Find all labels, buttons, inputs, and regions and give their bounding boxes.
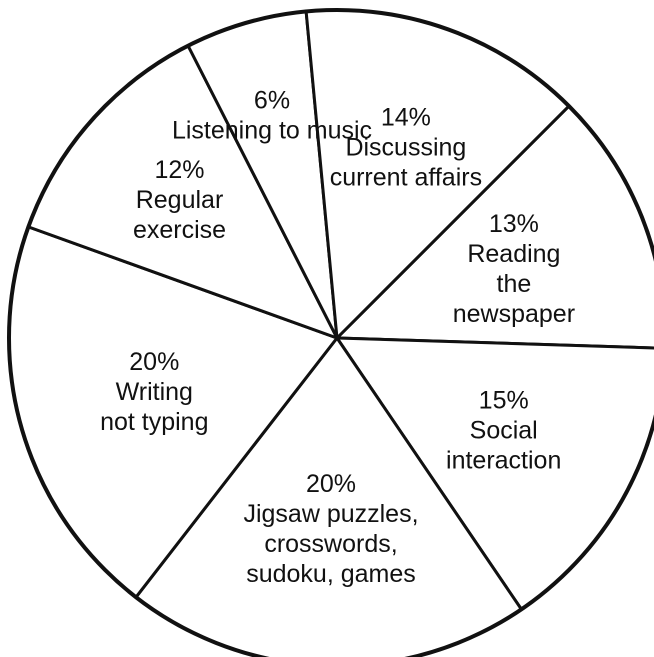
slice-category-line-6-0: Discussing [345,134,466,162]
slice-percent-2: 20% [306,470,356,498]
slice-label-4: 12% Regular exercise [133,156,226,244]
slice-label-3: 20% Writing not typing [100,348,208,436]
slice-category-line-6-1: current affairs [330,164,482,192]
slice-category-line-1-1: interaction [446,447,561,475]
slice-category-line-0-0: Reading [467,240,560,268]
slice-label-6: 14% Discussing current affairs [330,104,482,192]
slice-percent-1: 15% [479,387,529,415]
slice-category-line-1-0: Social [470,417,538,445]
slice-category-line-2-2: sudoku, games [246,560,416,588]
slice-label-5: 6% Listening to music [172,86,372,144]
slice-category-line-4-0: Regular [136,186,224,214]
slice-percent-5: 6% [254,86,290,114]
pie-labels: 13% Reading the newspaper 15% Social interacti… [100,86,575,588]
slice-category-line-0-2: newspaper [453,300,575,328]
slice-category-line-2-1: crosswords, [264,530,397,558]
slice-percent-4: 12% [154,156,204,184]
slice-category-line-3-1: not typing [100,408,208,436]
slice-percent-0: 13% [489,210,539,238]
slice-label-2: 20% Jigsaw puzzles, crosswords, sudoku, gam… [243,470,418,588]
slice-category-line-4-1: exercise [133,216,226,244]
slice-category-line-5-0: Listening to music [172,116,372,144]
slice-category-line-3-0: Writing [116,378,193,406]
slice-category-line-0-1: the [497,270,532,298]
slice-label-1: 15% Social interaction [446,387,561,475]
slice-category-line-2-0: Jigsaw puzzles, [243,500,418,528]
slice-percent-3: 20% [129,348,179,376]
slice-label-0: 13% Reading the newspaper [453,210,575,328]
pie-outline [7,8,654,657]
slice-percent-6: 14% [381,104,431,132]
